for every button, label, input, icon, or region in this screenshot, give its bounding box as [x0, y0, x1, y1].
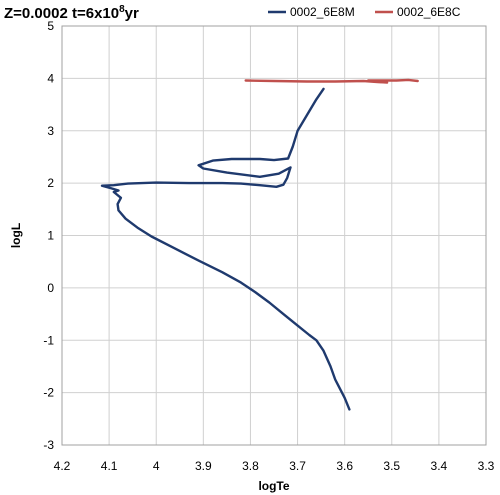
y-tick-label: 0: [47, 281, 54, 295]
x-tick-label: 3.3: [478, 459, 495, 473]
chart-title-superscript: 8: [119, 4, 125, 15]
x-tick-label: 3.5: [383, 459, 400, 473]
x-tick-label: 3.7: [289, 459, 306, 473]
y-tick-labels: -3 -2 -1 0 1 2 3 4 5: [43, 19, 54, 452]
x-tick-label: 4.1: [101, 459, 118, 473]
x-axis-label: logTe: [258, 479, 289, 493]
grid: [61, 25, 487, 446]
y-tick-label: -3: [43, 438, 54, 452]
y-tick-label: 1: [47, 229, 54, 243]
y-tick-label: -1: [43, 333, 54, 347]
y-tick-label: 5: [47, 19, 54, 33]
x-tick-label: 4: [153, 459, 160, 473]
chart-title: Z=0.0002 t=6x108yr: [4, 4, 139, 22]
y-axis-label: logL: [9, 223, 23, 248]
x-tick-label: 3.4: [431, 459, 448, 473]
x-tick-labels: 4.2 4.1 4 3.9 3.8 3.7 3.6 3.5 3.4 3.3: [54, 459, 495, 473]
series-lines: [100, 78, 419, 411]
y-tick-label: 2: [47, 176, 54, 190]
legend-label-0002_6E8M: 0002_6E8M: [290, 5, 355, 19]
chart-title-main: Z=0.0002 t=6x10: [4, 5, 119, 22]
y-tick-label: -2: [43, 386, 54, 400]
legend-label-0002_6E8C: 0002_6E8C: [397, 5, 461, 19]
y-tick-label: 3: [47, 124, 54, 138]
x-tick-label: 3.9: [195, 459, 212, 473]
plot-frame: [61, 25, 487, 446]
series-line-0002_6E8M: [100, 87, 351, 411]
legend: 0002_6E8M 0002_6E8C: [268, 5, 461, 19]
x-tick-label: 4.2: [54, 459, 71, 473]
x-tick-label: 3.8: [242, 459, 259, 473]
series-line-0002_6E8C: [244, 78, 419, 84]
chart-title-end: yr: [125, 5, 139, 22]
y-tick-label: 4: [47, 71, 54, 85]
x-tick-label: 3.6: [336, 459, 353, 473]
